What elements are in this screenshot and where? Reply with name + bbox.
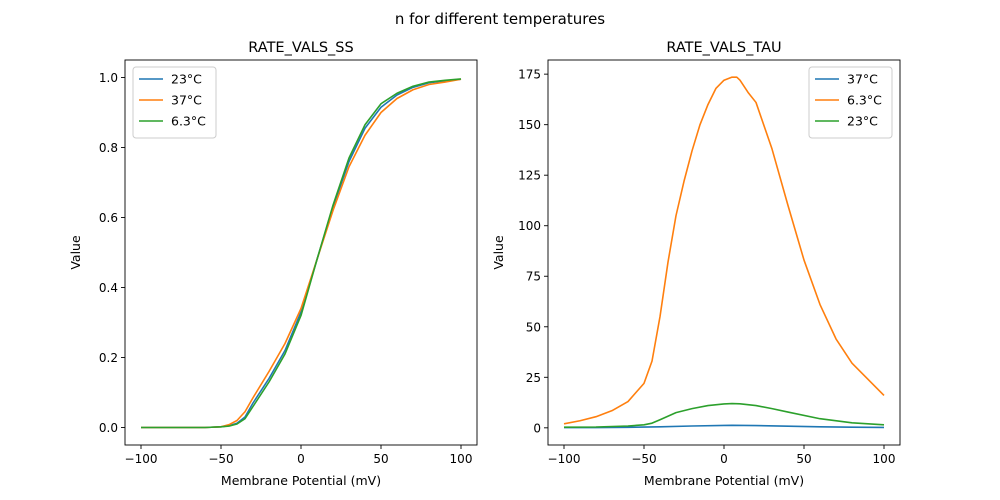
series-line [563,424,885,429]
legend-label: 6.3°C [171,114,206,129]
y-tick-label: 175 [518,68,541,82]
y-tick-label: 0.6 [99,211,118,225]
legend-label: 6.3°C [847,93,882,108]
legend: 37°C 6.3°C 23°C [808,66,893,139]
x-tick-label: 100 [450,452,473,466]
y-tick-label: 0.8 [99,141,118,155]
ss-subplot: RATE_VALS_SS −100 −50 0 50 100 0.0 0.2 0.4 0.6 0.8… [68,40,478,488]
y-tick-label: 50 [526,320,541,334]
y-tick-label: 75 [526,270,541,284]
y-tick-label: 1.0 [99,71,118,85]
x-tick-label: 50 [796,452,811,466]
y-tick-label: 0.2 [99,351,118,365]
series-group [141,78,462,429]
x-tick-label: 100 [873,452,896,466]
subplot-title: RATE_VALS_TAU [666,40,781,56]
series-line [563,402,885,429]
x-axis-label: Membrane Potential (mV) [221,473,381,488]
legend-label: 23°C [847,114,878,129]
y-tick-label: 100 [518,219,541,233]
y-tick-label: 125 [518,169,541,183]
series-line [563,76,885,425]
x-tick-label: −100 [548,452,581,466]
legend-label: 37°C [847,72,878,87]
y-tick-label: 150 [518,118,541,132]
legend-label: 23°C [171,72,202,87]
series-line [141,78,462,429]
y-axis-label: Value [68,235,83,270]
figure-title: n for different temperatures [395,10,605,28]
y-tick-label: 0 [533,421,541,435]
x-tick-label: −50 [208,452,233,466]
legend-label: 37°C [171,93,202,108]
x-tick-label: 50 [373,452,388,466]
x-tick-label: 0 [720,452,728,466]
y-tick-label: 0.0 [99,421,118,435]
x-tick-label: 0 [297,452,305,466]
series-group [563,76,885,429]
legend: 23°C 37°C 6.3°C [132,66,217,139]
x-tick-label: −50 [631,452,656,466]
y-tick-label: 25 [526,371,541,385]
y-tick-label: 0.4 [99,281,118,295]
subplot-title: RATE_VALS_SS [248,40,353,56]
x-tick-label: −100 [125,452,158,466]
tau-subplot: RATE_VALS_TAU −100 −50 0 50 100 0 25 50 75 100 125 1… [491,40,901,488]
y-axis-label: Value [491,235,506,270]
x-axis-label: Membrane Potential (mV) [644,473,804,488]
